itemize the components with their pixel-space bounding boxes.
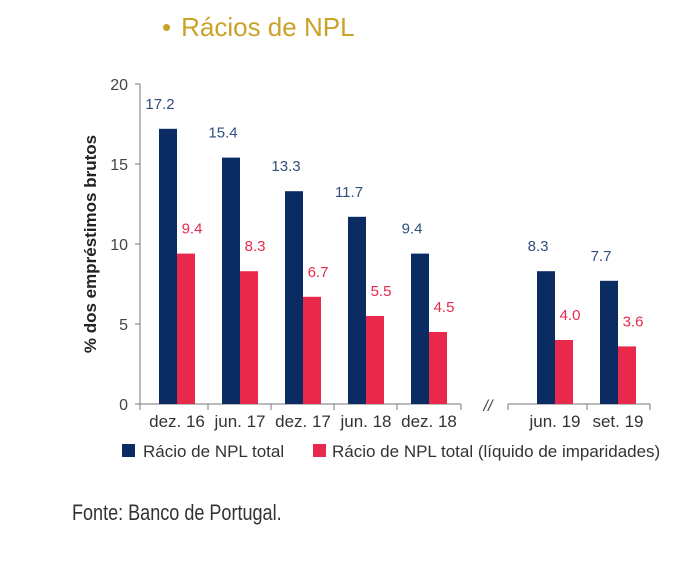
bar-npl-net: [240, 271, 258, 404]
data-label-npl-total: 9.4: [402, 221, 423, 238]
data-label-npl-total: 17.2: [145, 96, 174, 113]
data-label-npl-net: 4.5: [434, 299, 455, 316]
bar-npl-net: [177, 253, 195, 404]
y-axis-label: % dos empréstimos brutos: [81, 135, 100, 353]
bar-npl-total: [222, 157, 240, 404]
y-tick-label: 10: [110, 237, 128, 254]
x-tick-label: dez. 16: [149, 412, 205, 431]
title-bullet: •: [162, 12, 172, 42]
axis-break-symbol: //: [483, 398, 494, 415]
x-tick-label: jun. 18: [339, 412, 391, 431]
data-label-npl-net: 3.6: [623, 313, 644, 330]
data-label-npl-total: 15.4: [208, 125, 237, 142]
bar-npl-total: [537, 271, 555, 404]
title-text: Rácios de NPL: [181, 12, 355, 42]
y-tick-label: 15: [110, 157, 128, 174]
bar-npl-net: [618, 346, 636, 404]
legend-label-npl-total: Rácio de NPL total: [143, 442, 284, 461]
legend-swatch-npl-total: [122, 444, 135, 457]
x-tick-label: set. 19: [592, 412, 643, 431]
data-label-npl-net: 8.3: [245, 238, 266, 255]
bar-npl-net: [303, 296, 321, 404]
bar-npl-total: [159, 128, 177, 405]
x-tick-label: dez. 18: [401, 412, 457, 431]
bar-npl-net: [555, 340, 573, 404]
data-label-npl-total: 13.3: [271, 158, 300, 175]
chart-title: • Rácios de NPL: [162, 12, 355, 43]
x-tick-label: jun. 17: [213, 412, 265, 431]
x-tick-label: jun. 19: [528, 412, 580, 431]
legend-label-npl-net: Rácio de NPL total (líquido de imparidad…: [332, 442, 660, 461]
source-note: Fonte: Banco de Portugal.: [72, 500, 282, 525]
y-tick-label: 5: [119, 317, 128, 334]
bar-npl-total: [348, 216, 366, 404]
data-label-npl-net: 4.0: [560, 307, 581, 324]
bar-npl-total: [411, 253, 429, 404]
y-tick-label: 20: [110, 77, 128, 94]
data-label-npl-net: 9.4: [182, 221, 203, 238]
bar-npl-total: [600, 280, 618, 404]
data-label-npl-net: 6.7: [308, 264, 329, 281]
data-label-npl-total: 8.3: [528, 238, 549, 255]
y-tick-label: 0: [119, 397, 128, 414]
data-label-npl-total: 7.7: [591, 248, 612, 265]
x-tick-label: dez. 17: [275, 412, 331, 431]
legend-swatch-npl-net: [313, 444, 326, 457]
bar-npl-total: [285, 191, 303, 404]
data-label-npl-total: 11.7: [335, 184, 363, 201]
bar-npl-net: [366, 316, 384, 404]
data-label-npl-net: 5.5: [371, 283, 392, 300]
bar-npl-net: [429, 332, 447, 404]
npl-bar-chart: 0 5 10 15 20 % dos empréstimos brutos // 17.2 9.…: [81, 77, 660, 461]
